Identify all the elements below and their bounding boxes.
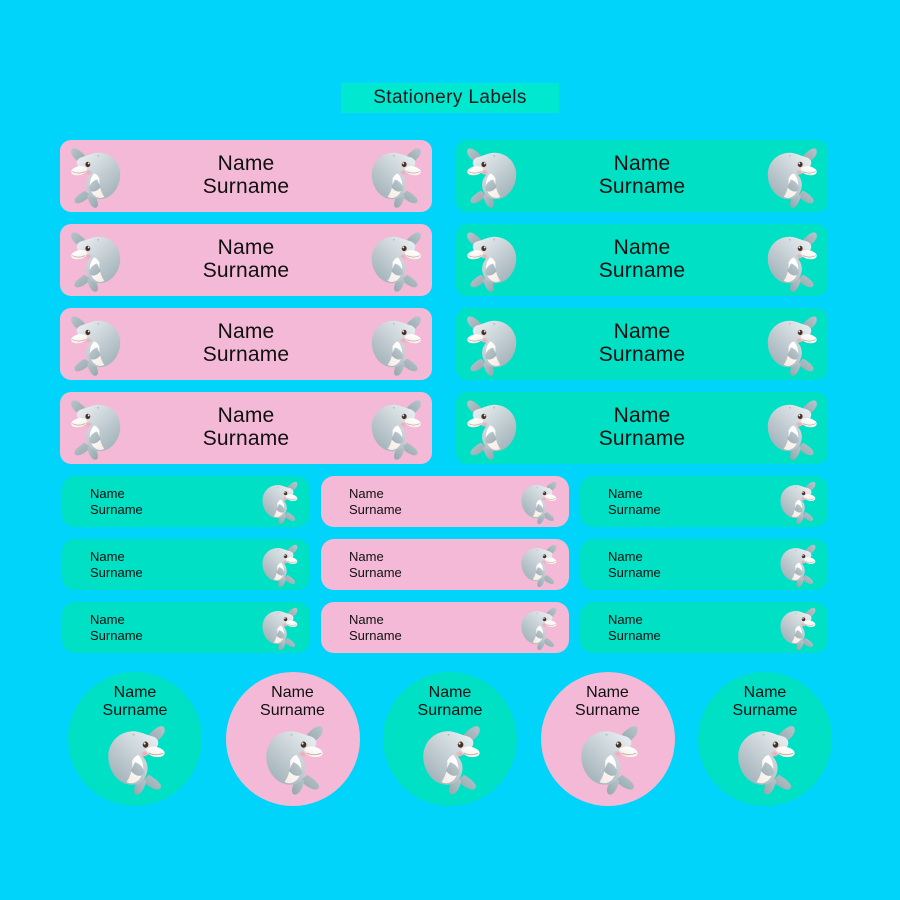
- dolphin-icon: [66, 227, 128, 293]
- circle-label[interactable]: Name Surname: [540, 672, 675, 806]
- small-label[interactable]: Name Surname: [321, 602, 569, 653]
- large-label[interactable]: Name Surname: [456, 392, 828, 464]
- circle-label[interactable]: Name Surname: [68, 672, 202, 806]
- label-name-text: Name Surname: [732, 684, 798, 719]
- small-labels-grid: Name Surname Name Surname Name Surname Name…: [62, 476, 828, 653]
- label-name-text: Name Surname: [608, 549, 661, 580]
- small-label[interactable]: Name Surname: [321, 476, 569, 527]
- dolphin-icon: [256, 720, 330, 796]
- label-name-text: Name Surname: [90, 612, 143, 643]
- label-name-text: Name Surname: [608, 612, 661, 643]
- dolphin-icon: [364, 311, 426, 377]
- dolphin-icon: [774, 541, 820, 588]
- large-label[interactable]: Name Surname: [60, 392, 432, 464]
- circle-labels-row: Name Surname Name Surname Name Surname Name…: [68, 672, 832, 806]
- dolphin-icon: [760, 311, 822, 377]
- large-label[interactable]: Name Surname: [60, 308, 432, 380]
- small-label[interactable]: Name Surname: [580, 602, 828, 653]
- label-name-text: Name Surname: [349, 549, 402, 580]
- dolphin-icon: [515, 604, 561, 651]
- dolphin-icon: [515, 478, 561, 525]
- label-name-text: Name Surname: [417, 684, 483, 719]
- large-label[interactable]: Name Surname: [456, 224, 828, 296]
- label-name-text: Name Surname: [349, 486, 402, 517]
- circle-label[interactable]: Name Surname: [698, 672, 832, 806]
- large-label[interactable]: Name Surname: [456, 308, 828, 380]
- small-label[interactable]: Name Surname: [321, 539, 569, 590]
- dolphin-icon: [364, 143, 426, 209]
- dolphin-icon: [462, 311, 524, 377]
- small-label[interactable]: Name Surname: [62, 602, 310, 653]
- dolphin-icon: [760, 227, 822, 293]
- dolphin-icon: [256, 478, 302, 525]
- label-name-text: Name Surname: [202, 404, 290, 450]
- dolphin-icon: [462, 143, 524, 209]
- dolphin-icon: [760, 395, 822, 461]
- large-label[interactable]: Name Surname: [60, 224, 432, 296]
- dolphin-icon: [413, 720, 487, 796]
- page-title: Stationery Labels: [373, 87, 527, 108]
- label-name-text: Name Surname: [202, 152, 290, 198]
- label-name-text: Name Surname: [260, 684, 325, 719]
- label-name-text: Name Surname: [598, 404, 686, 450]
- label-name-text: Name Surname: [202, 320, 290, 366]
- dolphin-icon: [98, 720, 172, 796]
- large-label[interactable]: Name Surname: [60, 140, 432, 212]
- dolphin-icon: [256, 541, 302, 588]
- dolphin-icon: [256, 604, 302, 651]
- dolphin-icon: [571, 720, 645, 796]
- dolphin-icon: [364, 227, 426, 293]
- small-label[interactable]: Name Surname: [580, 539, 828, 590]
- label-name-text: Name Surname: [90, 486, 143, 517]
- dolphin-icon: [462, 395, 524, 461]
- label-name-text: Name Surname: [598, 236, 686, 282]
- label-name-text: Name Surname: [608, 486, 661, 517]
- small-label[interactable]: Name Surname: [62, 539, 310, 590]
- label-name-text: Name Surname: [202, 236, 290, 282]
- dolphin-icon: [760, 143, 822, 209]
- large-labels-grid: Name Surname Name Surname Name Surname Name…: [60, 140, 828, 464]
- dolphin-icon: [515, 541, 561, 588]
- circle-label[interactable]: Name Surname: [225, 672, 360, 806]
- page-title-banner: Stationery Labels: [341, 83, 559, 113]
- dolphin-icon: [66, 395, 128, 461]
- label-name-text: Name Surname: [90, 549, 143, 580]
- dolphin-icon: [66, 143, 128, 209]
- dolphin-icon: [462, 227, 524, 293]
- dolphin-icon: [774, 478, 820, 525]
- label-name-text: Name Surname: [598, 320, 686, 366]
- label-name-text: Name Surname: [102, 684, 168, 719]
- dolphin-icon: [66, 311, 128, 377]
- circle-label[interactable]: Name Surname: [383, 672, 517, 806]
- label-name-text: Name Surname: [575, 684, 640, 719]
- small-label[interactable]: Name Surname: [62, 476, 310, 527]
- label-name-text: Name Surname: [598, 152, 686, 198]
- large-label[interactable]: Name Surname: [456, 140, 828, 212]
- small-label[interactable]: Name Surname: [580, 476, 828, 527]
- dolphin-icon: [364, 395, 426, 461]
- dolphin-icon: [774, 604, 820, 651]
- label-name-text: Name Surname: [349, 612, 402, 643]
- dolphin-icon: [728, 720, 802, 796]
